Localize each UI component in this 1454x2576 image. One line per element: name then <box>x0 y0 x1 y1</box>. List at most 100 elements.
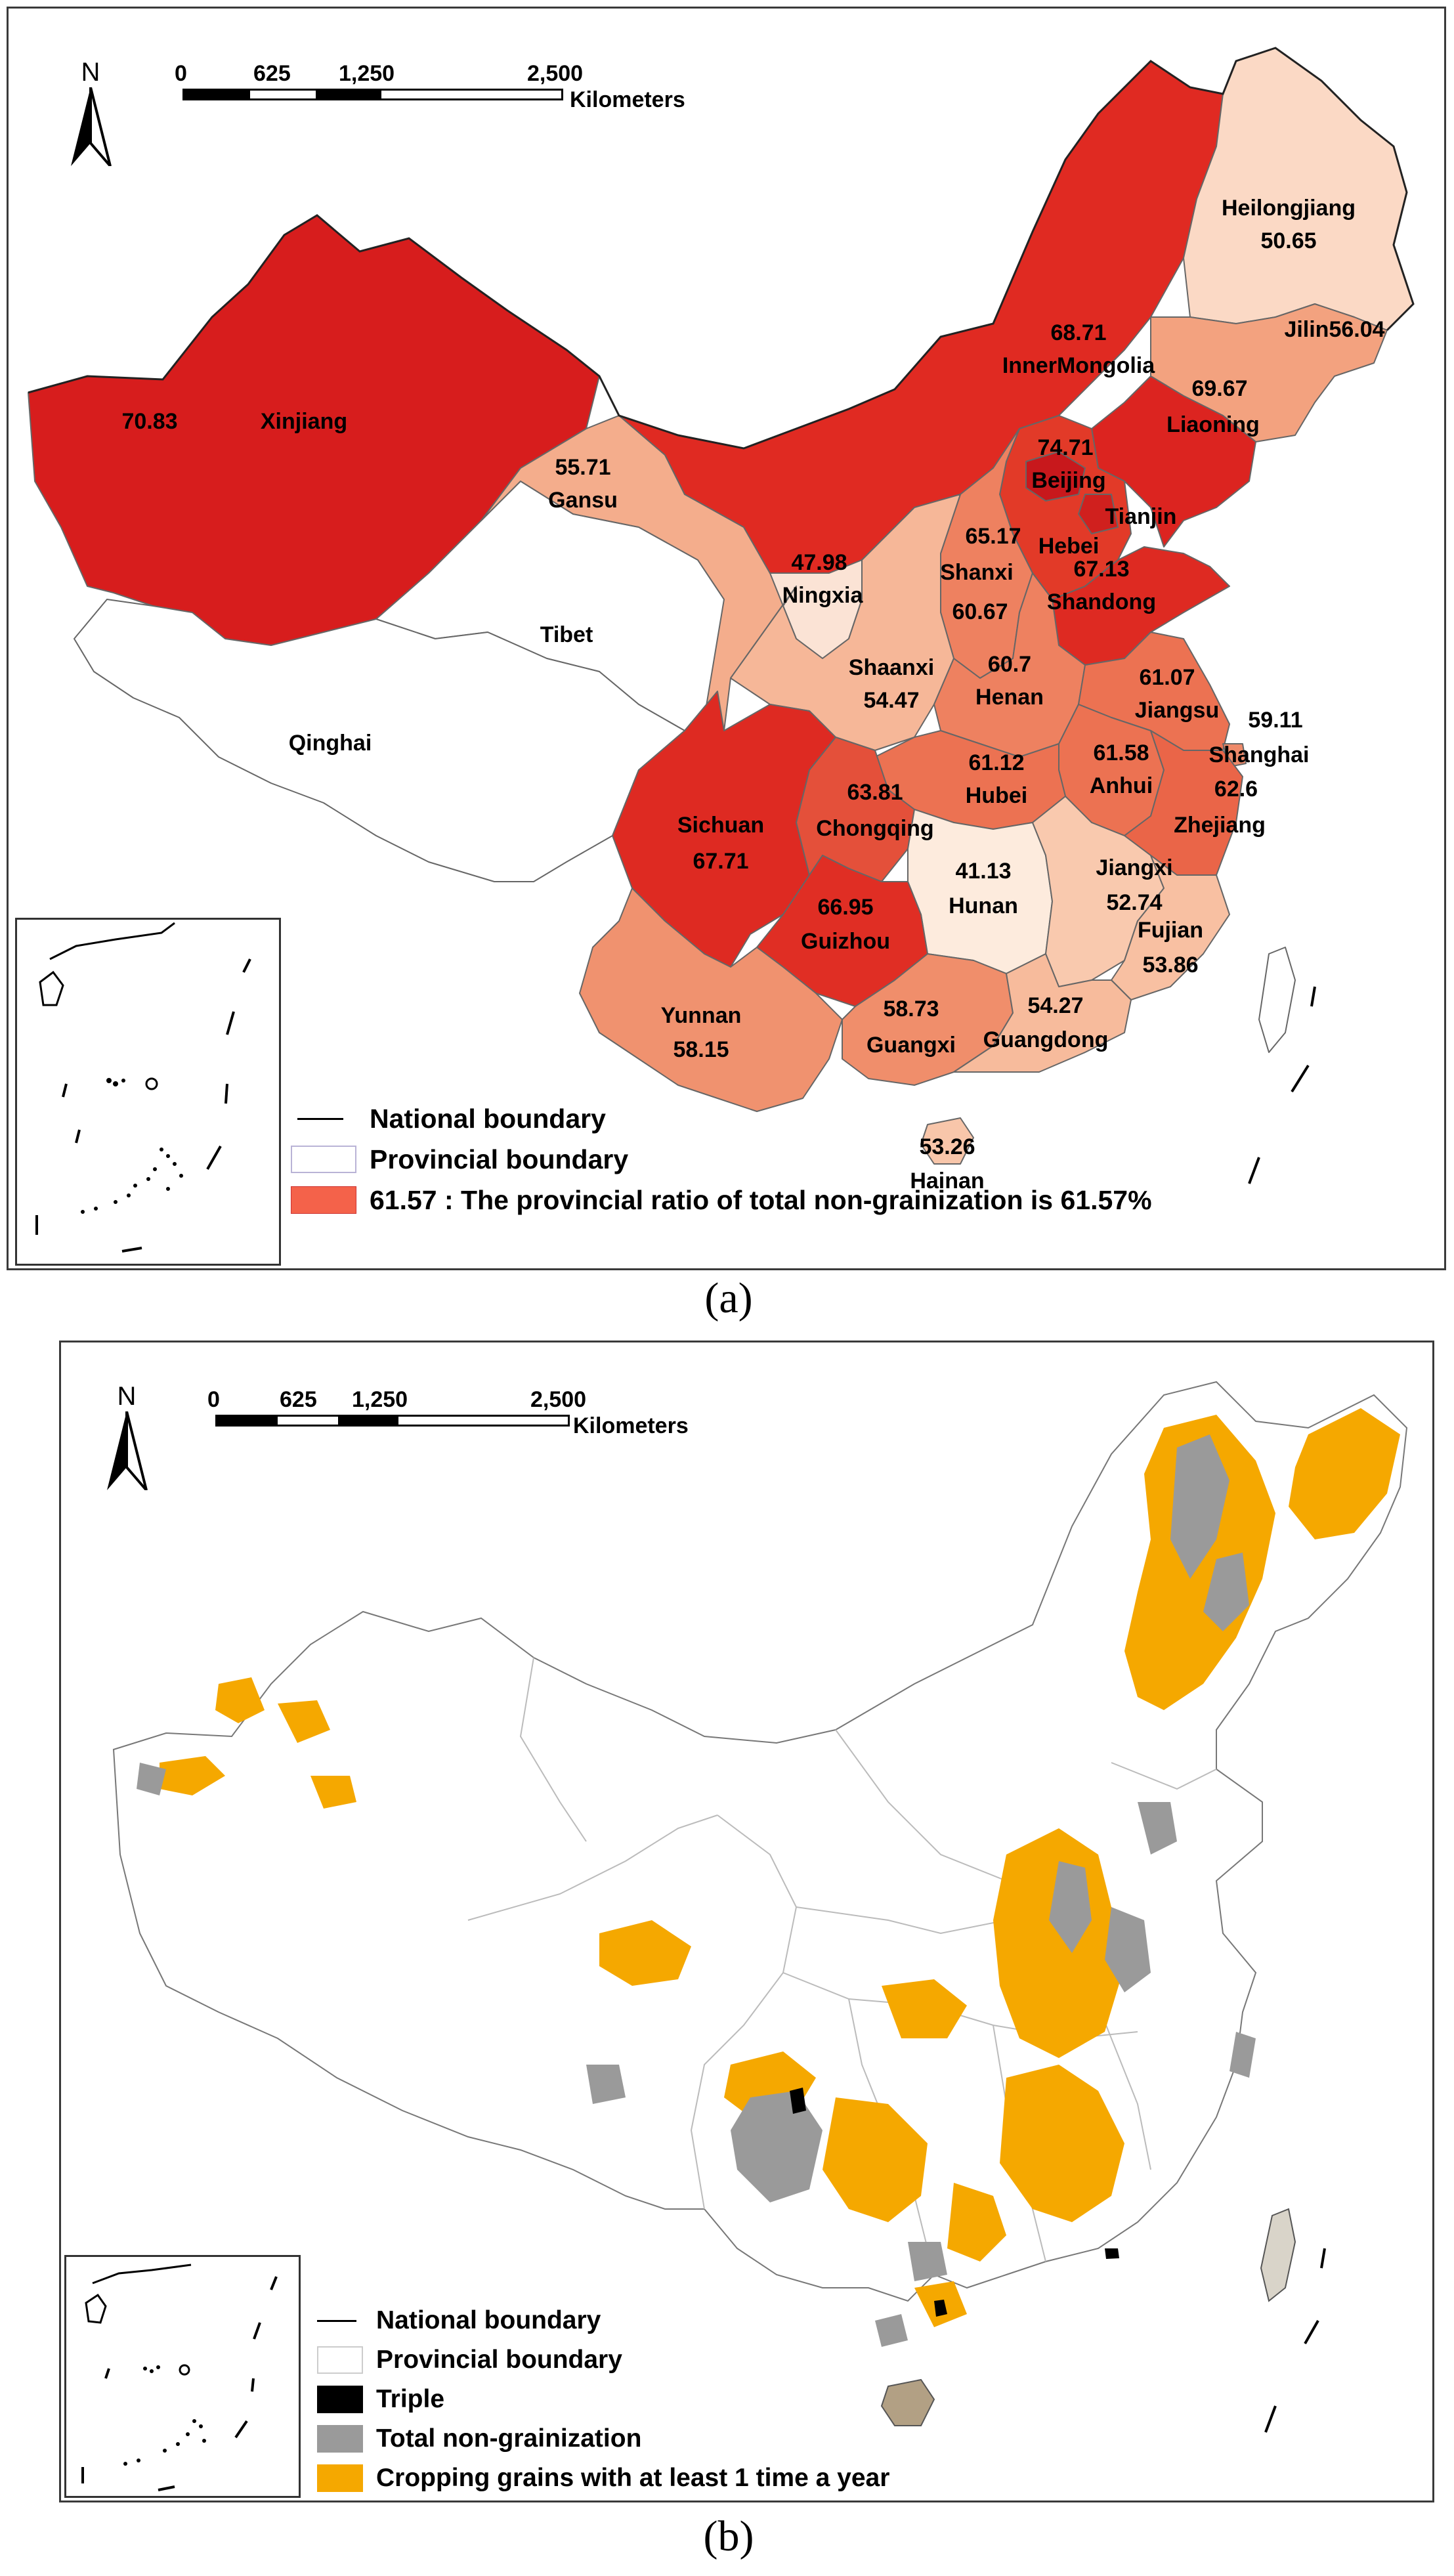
label-anhui-name: Anhui <box>1090 773 1153 798</box>
label-guangxi-value: 58.73 <box>883 997 939 1021</box>
label-hunan-value: 41.13 <box>955 859 1011 884</box>
province-yunnan <box>579 888 843 1112</box>
label-jiangsu-value: 61.07 <box>1139 665 1195 690</box>
label-yunnan-name: Yunnan <box>661 1003 742 1028</box>
province-hainan <box>920 1117 974 1165</box>
china-outline-b <box>112 1381 1408 2302</box>
legend-b-provincial-boundary: Provincial boundary <box>317 2340 1105 2380</box>
label-hunan-name: Hunan <box>949 893 1018 918</box>
label-anhui-value: 61.58 <box>1093 741 1149 765</box>
label-shanghai-name: Shanghai <box>1208 742 1309 767</box>
legend-ratio: 61.57 : The provincial ratio of total no… <box>291 1180 1341 1220</box>
label-guizhou-value: 66.95 <box>817 895 873 920</box>
province-guangdong <box>953 953 1132 1073</box>
label-ningxia-name: Ningxia <box>782 583 864 608</box>
label-hainan-value: 53.26 <box>919 1134 975 1159</box>
province-beijing <box>1025 451 1086 502</box>
scale-b-tick-625: 625 <box>280 1387 317 1412</box>
triple-areas <box>790 2088 1119 2317</box>
legend-provincial-boundary: Provincial boundary <box>291 1139 1341 1180</box>
label-hebei-name: Hebei <box>1038 534 1100 559</box>
label-yunnan-value: 58.15 <box>673 1037 729 1062</box>
nine-dash-line <box>1248 986 1316 1184</box>
north-arrow-icon-b <box>107 1411 148 1492</box>
label-jiangxi-value: 52.74 <box>1106 890 1162 915</box>
label-hubei-value: 61.12 <box>968 750 1024 775</box>
label-henan-name: Henan <box>975 685 1044 710</box>
legend-b-triple: Triple <box>317 2380 1105 2419</box>
label-fujian-value: 53.86 <box>1142 953 1198 977</box>
scale-tick-2500: 2,500 <box>527 61 584 86</box>
scale-b-tick-2500: 2,500 <box>530 1387 587 1412</box>
legend-b-nongrain: Total non-grainization <box>317 2419 1105 2458</box>
label-tianjin-name: Tianjin <box>1105 504 1177 529</box>
legend-a: National boundary Provincial boundary 61… <box>291 1098 1341 1220</box>
south-china-sea-inset <box>15 918 281 1266</box>
scale-tick-0: 0 <box>175 61 187 86</box>
north-arrow: N <box>64 58 117 169</box>
label-jiangxi-name: Jiangxi <box>1096 855 1172 880</box>
nine-dash-line-b <box>1264 2248 1326 2433</box>
label-sichuan-value: 67.71 <box>693 849 748 874</box>
province-chongqing <box>796 737 915 882</box>
label-innermongolia-name: InnerMongolia <box>1002 353 1155 378</box>
north-arrow-icon <box>71 87 112 167</box>
label-sichuan-name: Sichuan <box>677 813 764 838</box>
label-chongqing-value: 63.81 <box>847 780 903 805</box>
province-fujian <box>1111 855 1230 1000</box>
label-liaoning-value: 69.67 <box>1191 376 1247 401</box>
label-innermongolia-value: 68.71 <box>1050 320 1106 345</box>
label-jiangsu-name: Jiangsu <box>1135 698 1219 723</box>
north-arrow-b: N <box>100 1382 153 1493</box>
label-qinghai-name: Qinghai <box>289 731 372 756</box>
scale-tick-625: 625 <box>253 61 291 86</box>
label-shanxi-value: 60.67 <box>952 599 1008 624</box>
legend-b-cropping: Cropping grains with at least 1 time a y… <box>317 2458 1105 2498</box>
label-hebei-value: 65.17 <box>965 524 1021 549</box>
label-xinjiang-name: Xinjiang <box>261 409 347 434</box>
label-gansu-value: 55.71 <box>555 455 610 480</box>
label-beijing-value: 74.71 <box>1037 435 1093 460</box>
map-panel-a: 70.83 Xinjiang 55.71 Gansu 68.71 InnerMo… <box>7 7 1446 1270</box>
label-hainan-name: Hainan <box>910 1169 984 1193</box>
label-guangxi-name: Guangxi <box>866 1033 956 1058</box>
label-tibet-name: Tibet <box>540 622 593 647</box>
label-gansu-name: Gansu <box>548 488 618 513</box>
label-beijing-name: Beijing <box>1031 468 1105 493</box>
label-hubei-name: Hubei <box>966 783 1027 808</box>
label-guizhou-name: Guizhou <box>801 929 890 954</box>
taiwan-outline <box>1258 947 1296 1053</box>
scale-bars <box>182 89 563 100</box>
scale-b-tick-1250: 1,250 <box>352 1387 408 1412</box>
label-shandong-name: Shandong <box>1047 590 1156 614</box>
label-heilongjiang-value: 50.65 <box>1260 228 1316 253</box>
label-ningxia-value: 47.98 <box>791 550 847 575</box>
non-grain-areas <box>137 1434 1256 2347</box>
cropping-grain-areas <box>160 1408 1400 2327</box>
label-guangdong-value: 54.27 <box>1027 993 1083 1018</box>
province-tianjin <box>1078 494 1119 534</box>
scale-bar: 0 625 1,250 2,500 Kilometers <box>169 61 760 120</box>
scale-b-tick-0: 0 <box>207 1387 220 1412</box>
label-henan-value: 60.7 <box>988 652 1031 677</box>
panel-a-caption: (a) <box>704 1274 753 1322</box>
scale-unit: Kilometers <box>570 87 685 112</box>
legend-national-boundary: National boundary <box>291 1098 1341 1139</box>
scale-tick-1250: 1,250 <box>339 61 395 86</box>
legend-b-national-boundary: National boundary <box>317 2301 1105 2340</box>
label-zhejiang-name: Zhejiang <box>1174 813 1266 838</box>
label-heilongjiang-name: Heilongjiang <box>1222 196 1356 221</box>
label-shaanxi-value: 54.47 <box>863 688 919 713</box>
label-fujian-name: Fujian <box>1138 918 1203 943</box>
scale-b-unit: Kilometers <box>573 1413 689 1438</box>
label-shanxi-name: Shanxi <box>940 560 1013 585</box>
scale-bar-b: 0 625 1,250 2,500 Kilometers <box>202 1387 793 1446</box>
national-boundary <box>28 47 1415 450</box>
north-label: N <box>81 58 100 87</box>
south-china-sea-inset-b <box>64 2255 301 2498</box>
label-shandong-value: 67.13 <box>1073 557 1129 582</box>
label-zhejiang-value: 62.6 <box>1214 777 1258 802</box>
legend-b: National boundary Provincial boundary Tr… <box>317 2301 1105 2498</box>
label-guangdong-name: Guangdong <box>983 1027 1109 1052</box>
scale-b-bars <box>215 1415 570 1427</box>
